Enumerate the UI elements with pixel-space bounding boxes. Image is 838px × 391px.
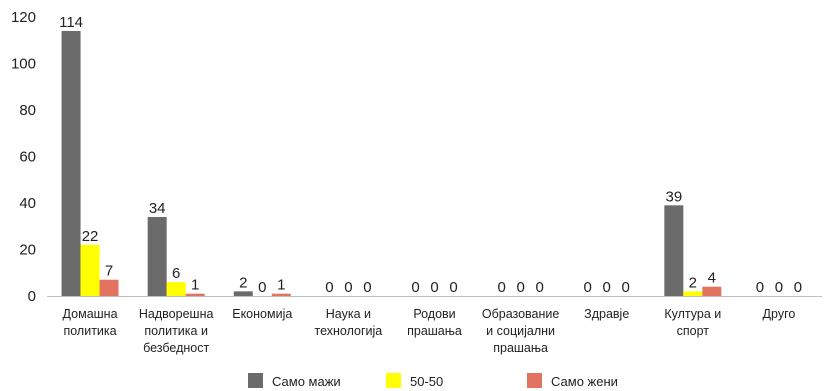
x-category-label: Домашна политика [63,307,118,338]
data-label: 0 [344,279,352,296]
legend-swatch [386,373,401,388]
x-axis: Домашна политика Надворешна политика и безбе… [47,296,822,355]
data-label: 0 [535,279,543,296]
x-category-label: Здравје [584,307,629,321]
y-axis: 0 20 40 60 80 100 120 [11,9,36,305]
data-label: 0 [363,279,371,296]
data-label: 2 [239,274,247,291]
x-category-label: Култура и спорт [664,307,721,338]
y-tick-label: 80 [19,102,36,119]
bar [99,279,119,296]
data-label: 0 [584,279,592,296]
data-label: 0 [775,279,783,296]
data-label: 0 [430,279,438,296]
data-label: 4 [708,270,716,287]
legend-swatch [248,373,263,388]
x-category-label: Надворешна политика и безбедност [139,307,214,355]
bar [664,205,684,296]
x-category-label: Друго [763,307,796,321]
data-label: 114 [59,14,83,31]
bar [80,244,100,296]
data-label: 0 [794,279,802,296]
data-label: 0 [622,279,630,296]
data-label: 0 [258,279,266,296]
bar [185,293,205,296]
y-tick-label: 20 [19,242,36,259]
bar [702,286,722,296]
y-tick-label: 60 [19,149,36,166]
data-label: 34 [149,200,166,217]
data-label: 22 [82,228,99,245]
y-tick-label: 40 [19,195,36,212]
data-label: 0 [411,279,419,296]
legend-label: Само мажи [272,374,341,389]
data-label: 0 [325,279,333,296]
bar [683,291,703,296]
data-label: 6 [172,265,180,282]
data-label: 39 [665,188,682,205]
bar [233,291,253,296]
data-label: 0 [516,279,524,296]
data-label: 0 [603,279,611,296]
bar [166,282,186,296]
data-label: 2 [689,274,697,291]
x-category-label: Наука и технологија [315,307,383,338]
y-tick-label: 100 [11,56,36,73]
x-category-label: Образование и социјални прашања [482,307,560,355]
data-label: 0 [756,279,764,296]
data-label: 0 [449,279,457,296]
data-label: 7 [105,263,113,280]
data-label: 1 [277,277,285,294]
legend-label: 50-50 [410,374,443,389]
data-label: 0 [497,279,505,296]
legend: Само мажи 50-50 Само жени [248,373,618,389]
bar [271,293,291,296]
x-category-label: Економија [232,307,292,321]
y-tick-label: 120 [11,9,36,26]
y-tick-label: 0 [28,288,36,305]
legend-swatch [527,373,542,388]
x-category-label: Родови прашања [407,307,462,338]
bar [147,216,167,296]
bar [61,30,81,296]
data-label: 1 [191,277,199,294]
legend-label: Само жени [551,374,618,389]
